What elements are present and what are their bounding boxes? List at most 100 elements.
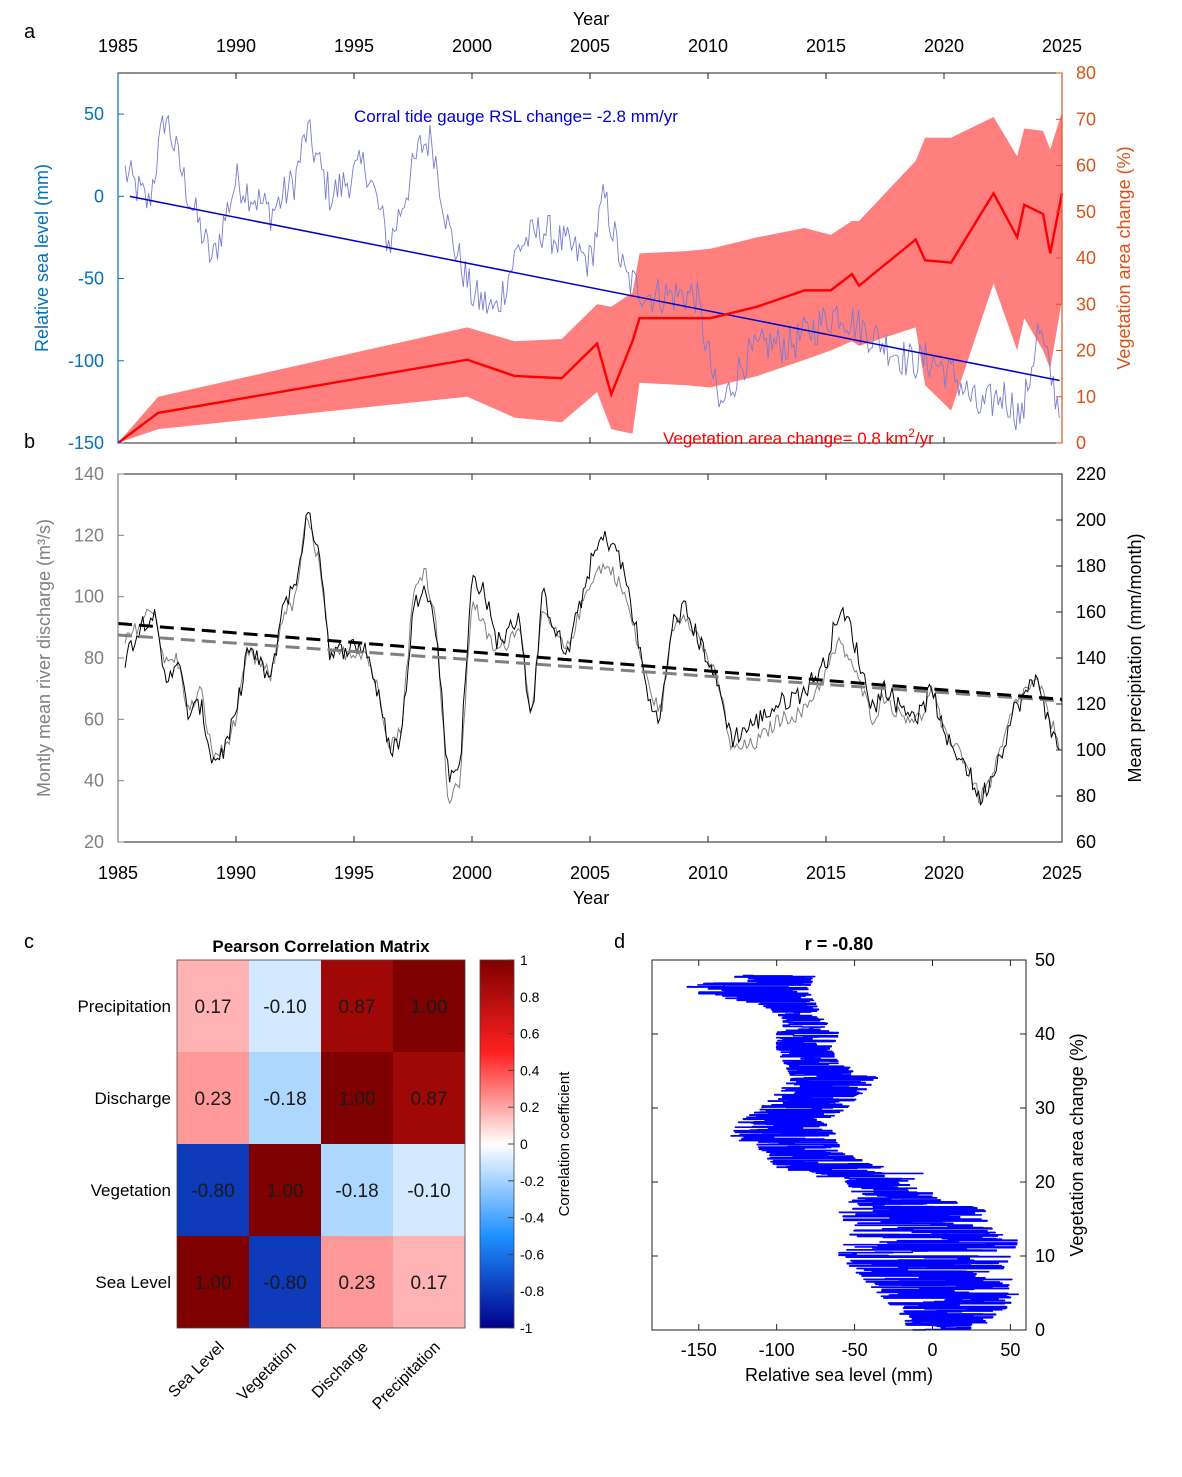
- b-left-tick-label: 140: [74, 464, 104, 484]
- heatmap-cell-label: 1.00: [195, 1273, 232, 1294]
- b-left-tick-label: 100: [74, 587, 104, 607]
- panel-a-left-ylabel: Relative sea level (mm): [32, 164, 52, 352]
- heatmap-row-labels: Precipitation Discharge Vegetation Sea Leve…: [77, 997, 171, 1292]
- heatmap-col-label: Sea Level: [165, 1339, 227, 1401]
- annotation-veg-prefix: Vegetation area change= 0.8 km: [663, 429, 908, 448]
- panel-b-right-ylabel: Mean precipitation (mm/month): [1125, 533, 1145, 782]
- panel-d-x-axis: -150 -100 -50 0 50: [681, 960, 1020, 1360]
- panel-b-frame: [117, 473, 1063, 843]
- heatmap-cell: [177, 960, 249, 1052]
- heatmap-cell-label: -0.18: [263, 1089, 306, 1110]
- heatmap-cell: [249, 1052, 321, 1144]
- panel-b-x-axis: 1985 1990 1995 2000 2005 2010 2015 2020 2025: [98, 474, 1082, 883]
- panel-d-plot-area: [686, 974, 1020, 1331]
- a-right-tick-label: 20: [1076, 341, 1096, 361]
- d-ytick-label: 30: [1035, 1098, 1055, 1118]
- colorbar-tick-label: -0.8: [520, 1283, 544, 1299]
- rsl-vs-vegetation-trace: [686, 974, 1020, 1331]
- panel-b-left-ylabel: Montly mean river discharge (m³/s): [34, 519, 54, 797]
- d-ytick-label: 20: [1035, 1172, 1055, 1192]
- b-right-tick-label: 80: [1076, 786, 1096, 806]
- colorbar-tick-label: -0.2: [520, 1173, 544, 1189]
- heatmap-cell: [321, 1144, 393, 1236]
- heatmap-cell: [393, 1144, 465, 1236]
- heatmap-col-labels: Sea Level Vegetation DischargePrecipitatio…: [165, 1339, 443, 1413]
- annotation-rsl-trend: Corral tide gauge RSL change= -2.8 mm/yr: [354, 107, 678, 126]
- colorbar-tick-label: 0.6: [520, 1026, 540, 1042]
- d-xtick-label: -50: [842, 1340, 868, 1360]
- panel-a-x-axis: 1985 1990 1995 2000 2005 2010 2015 2020 2025: [98, 36, 1082, 443]
- heatmap-cell-label: -0.10: [263, 997, 306, 1018]
- heatmap-cell: [393, 1236, 465, 1328]
- heatmap-cell-label: 0.23: [195, 1089, 232, 1110]
- b-xtick-label: 1995: [334, 863, 374, 883]
- b-xtick-label: 2015: [806, 863, 846, 883]
- b-right-tick-label: 220: [1076, 464, 1106, 484]
- heatmap-cell: [177, 1236, 249, 1328]
- a-xtick-label: 2020: [924, 36, 964, 56]
- colorbar-tick-label: 0: [520, 1136, 528, 1152]
- heatmap-cell: [393, 960, 465, 1052]
- heatmap-cell: [177, 1052, 249, 1144]
- heatmap-cell: [393, 1052, 465, 1144]
- panel-label-b: b: [24, 431, 35, 453]
- d-xtick-label: 50: [1000, 1340, 1020, 1360]
- panel-a-right-ylabel: Vegetation area change (%): [1114, 146, 1134, 369]
- d-ytick-label: 50: [1035, 950, 1055, 970]
- colorbar-tick-label: 0.2: [520, 1099, 540, 1115]
- a-right-tick-label: 0: [1076, 433, 1086, 453]
- panel-d-frame: [651, 959, 1027, 1331]
- heatmap-cell: [249, 1236, 321, 1328]
- heatmap-cell-label: -0.18: [335, 1181, 378, 1202]
- heatmap-row-label: Sea Level: [95, 1273, 171, 1292]
- panel-a-plot-area: [117, 112, 1064, 444]
- d-ytick-label: 0: [1035, 1320, 1045, 1340]
- panel-d-y-axis: 0 10 20 30 40 50: [652, 950, 1055, 1340]
- panel-d-title: r = -0.80: [805, 934, 874, 954]
- a-left-tick-label: -50: [78, 269, 104, 289]
- b-right-tick-label: 60: [1076, 832, 1096, 852]
- b-xtick-label: 2020: [924, 863, 964, 883]
- a-right-tick-label: 60: [1076, 156, 1096, 176]
- heatmap-cell-label: -0.10: [407, 1181, 450, 1202]
- b-left-tick-label: 120: [74, 525, 104, 545]
- heatmap-cell-label: 0.87: [411, 1089, 448, 1110]
- colorbar-ticks: 1 0.8 0.6 0.4 0.2 0 -0.2 -0.4 -0.6 -0.8 -1: [508, 952, 544, 1336]
- a-right-tick-label: 40: [1076, 248, 1096, 268]
- a-left-tick-label: 0: [94, 186, 104, 206]
- a-right-tick-label: 30: [1076, 294, 1096, 314]
- d-ytick-label: 40: [1035, 1024, 1055, 1044]
- colorbar-tick-label: 1: [520, 952, 528, 968]
- annotation-veg-suffix: /yr: [915, 429, 934, 448]
- heatmap-cell-label: 0.23: [339, 1273, 376, 1294]
- heatmap-cell-label: 1.00: [267, 1181, 304, 1202]
- b-right-tick-label: 180: [1076, 556, 1106, 576]
- heatmap-cell-label: -0.80: [191, 1181, 234, 1202]
- a-xtick-label: 2005: [570, 36, 610, 56]
- heatmap-col-label: Vegetation: [234, 1339, 299, 1404]
- a-xtick-label: 1985: [98, 36, 138, 56]
- a-right-tick-label: 70: [1076, 109, 1096, 129]
- b-left-tick-label: 60: [84, 709, 104, 729]
- b-xtick-label: 2010: [688, 863, 728, 883]
- d-xtick-label: -150: [681, 1340, 717, 1360]
- heatmap-cells: 0.17 -0.10 0.87 1.00 0.23 -0.18 1.00 0.87 -0.80 1…: [177, 960, 465, 1328]
- a-xtick-label: 2025: [1042, 36, 1082, 56]
- panel-a-xlabel: Year: [573, 9, 609, 29]
- heatmap-row-label: Vegetation: [91, 1181, 171, 1200]
- b-xtick-label: 1990: [216, 863, 256, 883]
- heatmap-cell-label: 1.00: [339, 1089, 376, 1110]
- a-left-tick-label: 50: [84, 104, 104, 124]
- heatmap-cell-label: 0.17: [411, 1273, 448, 1294]
- panel-label-c: c: [24, 931, 34, 953]
- a-xtick-label: 2010: [688, 36, 728, 56]
- heatmap-cell: [249, 960, 321, 1052]
- colorbar-tick-label: -0.6: [520, 1246, 544, 1262]
- b-xtick-label: 2025: [1042, 863, 1082, 883]
- heatmap-cell-label: -0.80: [263, 1273, 306, 1294]
- b-right-tick-label: 120: [1076, 694, 1106, 714]
- d-xtick-label: 0: [927, 1340, 937, 1360]
- b-right-tick-label: 140: [1076, 648, 1106, 668]
- panel-d: r = -0.80 -150 -100 -50 0 50 0 10 20 30 40 50 Rel…: [651, 934, 1087, 1385]
- colorbar-tick-label: 0.8: [520, 989, 540, 1005]
